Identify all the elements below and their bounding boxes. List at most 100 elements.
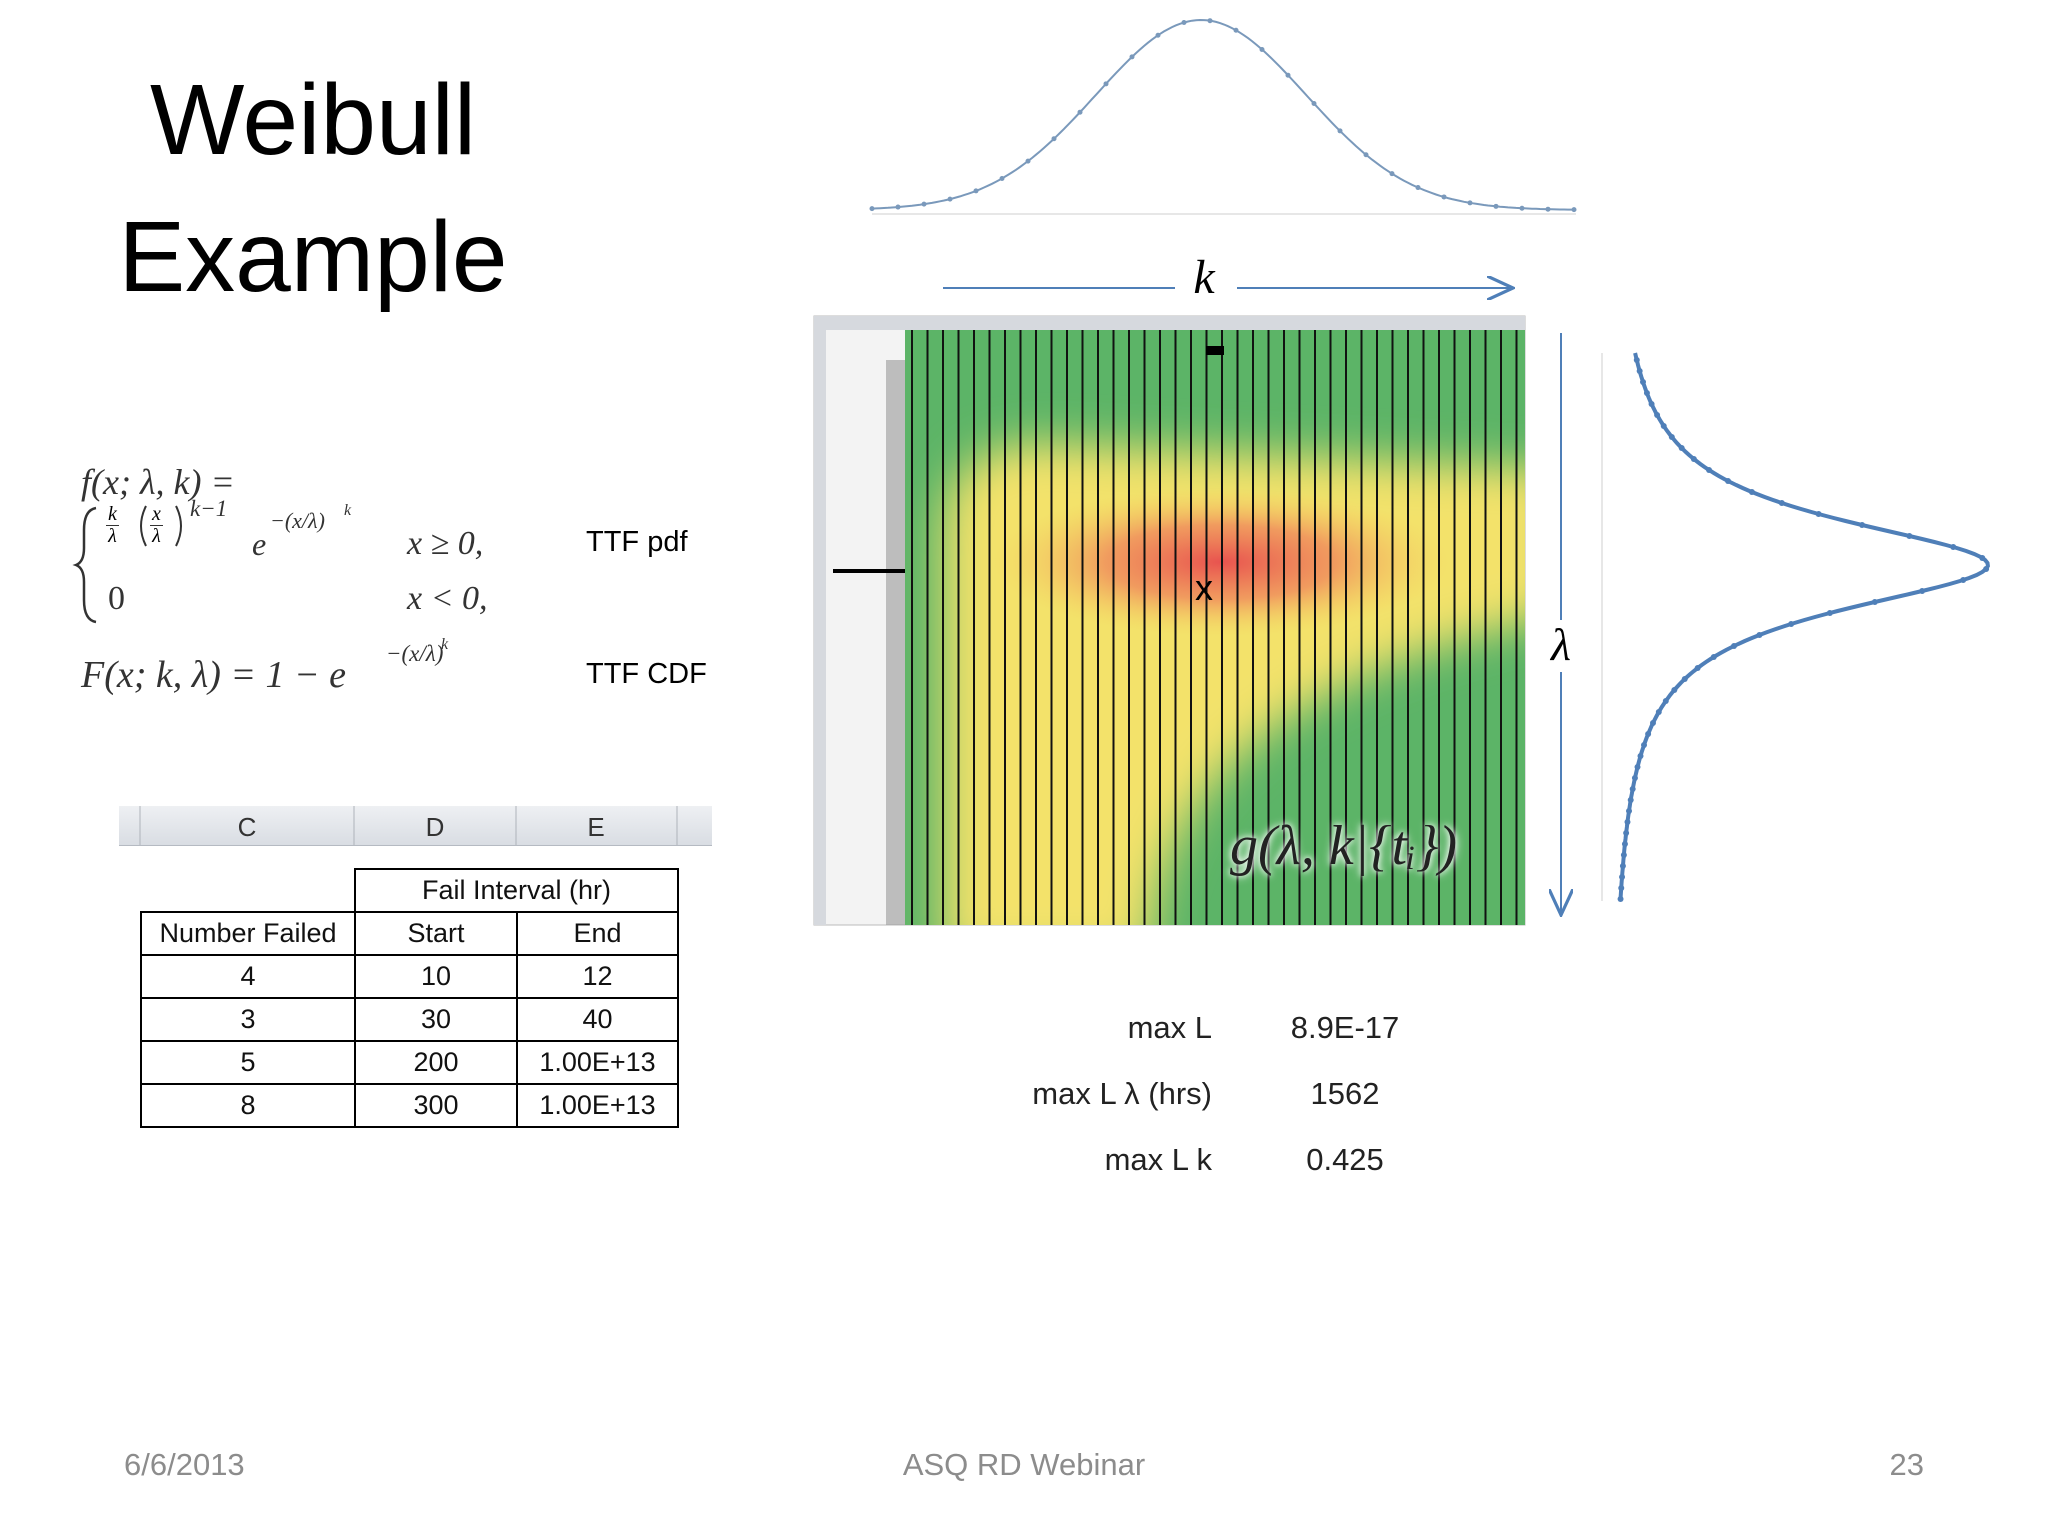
- header-cell: Start: [354, 911, 518, 956]
- curve-dot: [1025, 158, 1031, 164]
- curve-dot: [1623, 830, 1630, 836]
- curve-dot: [1545, 206, 1551, 212]
- cell: 12: [516, 954, 679, 999]
- cell: 5: [140, 1040, 356, 1085]
- curve-dot: [1259, 47, 1265, 53]
- curve-dot: [1389, 171, 1395, 177]
- curve-dot: [1826, 610, 1833, 616]
- curve-dot: [1668, 434, 1675, 440]
- curve-dot: [1654, 412, 1661, 418]
- curve-dot: [973, 188, 979, 194]
- cell: 8: [140, 1083, 356, 1128]
- curve-dot: [1950, 544, 1957, 550]
- curve-dot: [1626, 808, 1633, 814]
- cell: 200: [354, 1040, 518, 1085]
- curve-dot: [1645, 731, 1652, 737]
- stat-label: max L λ (hrs): [1032, 1076, 1212, 1111]
- curve-dot: [1662, 698, 1669, 704]
- curve-dot: [1634, 764, 1641, 770]
- curve-dot: [1637, 753, 1644, 759]
- formula-condition: x ≥ 0,: [407, 525, 484, 562]
- sheet-labels: [886, 360, 905, 925]
- curve-dot: [1619, 863, 1626, 869]
- curve-dot: [1415, 185, 1421, 191]
- curve-dot: [1643, 390, 1650, 396]
- curve-dot: [1678, 445, 1685, 451]
- footer-title: ASQ RD Webinar: [902, 1447, 1146, 1482]
- curve-dot: [1311, 101, 1317, 107]
- formula-exp: −(x/λ): [386, 641, 444, 666]
- curve-dot: [1051, 136, 1057, 142]
- curve-dot: [1681, 676, 1688, 682]
- paren: [175, 505, 182, 547]
- table-row: 3 30 40: [140, 997, 679, 1042]
- curve-dots: [869, 18, 1990, 902]
- curve-dot: [1207, 18, 1213, 24]
- curve-dot: [1633, 357, 1640, 363]
- curve-dot: [1571, 207, 1577, 213]
- curve-dot: [895, 204, 901, 210]
- formula-exp: −(x/λ): [270, 508, 325, 533]
- curve-dot: [1859, 522, 1866, 528]
- title: Weibull: [149, 64, 477, 176]
- k-marginal-curve: [871, 18, 1577, 211]
- column-letter: D: [425, 812, 445, 842]
- curve-dot: [1919, 588, 1926, 594]
- cell: 30: [354, 997, 518, 1042]
- formula-exp-k: k: [441, 636, 449, 653]
- formula-condition: x < 0,: [407, 580, 488, 617]
- column-lines: [911, 330, 1518, 925]
- curve-dot: [1815, 511, 1822, 517]
- formula-cdf: F(x; k, λ) = 1 − e: [81, 654, 347, 696]
- curve-dot: [1467, 200, 1473, 206]
- failure-table: Fail Interval (hr) Number Failed Start End…: [140, 868, 679, 1128]
- cell: 300: [354, 1083, 518, 1128]
- axis-label: λ: [1551, 619, 1571, 670]
- cell: 10: [354, 954, 518, 999]
- stat-value: 8.9E-17: [1290, 1010, 1400, 1045]
- curve-dot: [1493, 203, 1499, 209]
- curve-dot: [947, 196, 953, 202]
- curve-dot: [1077, 109, 1083, 115]
- cell: 1.00E+13: [516, 1040, 679, 1085]
- curve-dot: [1129, 54, 1135, 60]
- table-row: 8 300 1.00E+13: [140, 1083, 679, 1128]
- table-row: Number Failed Start End: [140, 911, 679, 956]
- posterior-label: g(λ, k|{tᵢ}): [1230, 815, 1458, 877]
- table-row: 4 10 12: [140, 954, 679, 999]
- heatmap: [905, 330, 1525, 925]
- curve-dot: [1619, 874, 1626, 880]
- curve-dot: [1731, 643, 1738, 649]
- formula-exp-k: k: [344, 502, 352, 519]
- curve-dot: [1641, 742, 1648, 748]
- cell: 40: [516, 997, 679, 1042]
- selected-cell: [1206, 346, 1224, 355]
- curve-dot: [1636, 368, 1643, 374]
- curve-dot: [1694, 665, 1701, 671]
- table-row: Fail Interval (hr): [141, 868, 679, 913]
- curve-dot: [1660, 423, 1667, 429]
- formula-e: e: [252, 526, 267, 562]
- curve-dot: [1441, 194, 1447, 200]
- cell: 4: [140, 954, 356, 999]
- cell: 3: [140, 997, 356, 1042]
- curve-dot: [1155, 32, 1161, 38]
- footer-date: 6/6/2013: [124, 1447, 245, 1482]
- spreadsheet-header: C D E: [119, 806, 712, 846]
- lambda-marginal-curve: [1618, 352, 1990, 900]
- curve-dot: [869, 206, 875, 212]
- curve-dot: [921, 201, 927, 207]
- curve-dot: [1181, 19, 1187, 25]
- curve-dot: [1979, 555, 1986, 561]
- denominator: λ: [108, 525, 117, 547]
- column-letter: C: [237, 812, 257, 842]
- curve-dot: [999, 175, 1005, 181]
- curve-dot: [1640, 379, 1647, 385]
- curve-dot: [1617, 896, 1624, 902]
- sheet-header: [814, 316, 1525, 330]
- curve-dot: [1648, 401, 1655, 407]
- curve-dot: [1960, 577, 1967, 583]
